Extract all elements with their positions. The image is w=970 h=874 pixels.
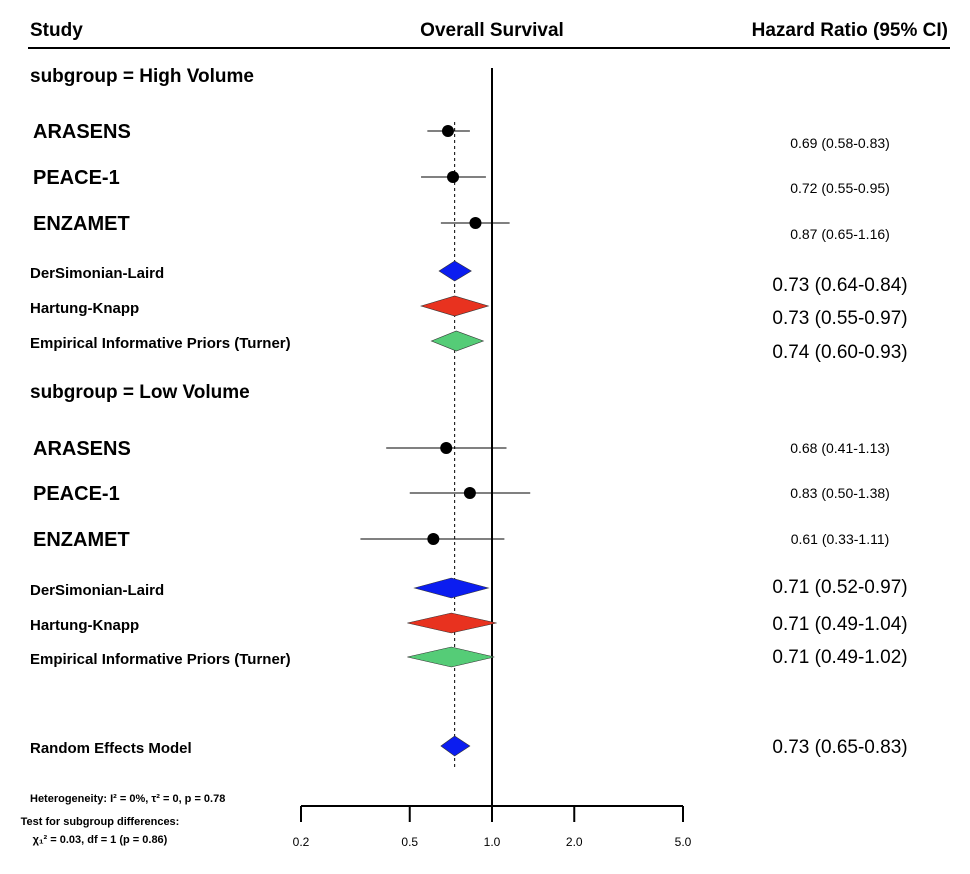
diamond-hartung-knapp bbox=[420, 295, 490, 317]
diamond-dersimonian-laird bbox=[413, 577, 490, 599]
subgroup-label-subgroup-high-volume: subgroup = High Volume bbox=[30, 66, 254, 87]
hr-text-peace-1: 0.72 (0.55-0.95) bbox=[790, 180, 890, 196]
x-tick-label: 2.0 bbox=[566, 835, 583, 849]
model-label-dersimonian-laird: DerSimonian-Laird bbox=[30, 582, 164, 599]
hr-text-dersimonian-laird: 0.73 (0.64-0.84) bbox=[772, 275, 907, 296]
point-estimate-arasens bbox=[441, 125, 454, 137]
hr-text-random-effects-model: 0.73 (0.65-0.83) bbox=[772, 737, 907, 758]
point-estimate-peace-1 bbox=[447, 171, 460, 183]
study-label-peace-1: PEACE-1 bbox=[33, 483, 120, 505]
overall-label-random-effects-model: Random Effects Model bbox=[30, 740, 192, 757]
model-label-empirical-informative-priors-turner: Empirical Informative Priors (Turner) bbox=[30, 335, 291, 352]
hr-text-arasens: 0.69 (0.58-0.83) bbox=[790, 135, 890, 151]
study-label-peace-1: PEACE-1 bbox=[33, 167, 120, 189]
subgroup-label-subgroup-low-volume: subgroup = Low Volume bbox=[30, 382, 250, 403]
point-estimate-enzamet bbox=[427, 533, 440, 545]
model-label-hartung-knapp: Hartung-Knapp bbox=[30, 617, 139, 634]
rows-layer: subgroup = High Volume ARASENS 0.69 (0.58-… bbox=[30, 66, 908, 808]
model-label-hartung-knapp: Hartung-Knapp bbox=[30, 300, 139, 317]
diamond-random-effects-model bbox=[440, 735, 471, 757]
model-label-dersimonian-laird: DerSimonian-Laird bbox=[30, 265, 164, 282]
study-label-enzamet: ENZAMET bbox=[33, 213, 130, 235]
study-label-arasens: ARASENS bbox=[33, 438, 131, 460]
diamond-dersimonian-laird bbox=[438, 260, 472, 282]
hr-text-hartung-knapp: 0.71 (0.49-1.04) bbox=[772, 614, 907, 635]
point-estimate-peace-1 bbox=[463, 487, 476, 499]
x-tick-label: 5.0 bbox=[675, 835, 692, 849]
hr-text-hartung-knapp: 0.73 (0.55-0.97) bbox=[772, 308, 907, 329]
subgroup-test-title: Test for subgroup differences: bbox=[21, 816, 180, 828]
x-tick-label: 1.0 bbox=[484, 835, 501, 849]
study-label-arasens: ARASENS bbox=[33, 121, 131, 143]
hr-text-enzamet: 0.87 (0.65-1.16) bbox=[790, 226, 890, 242]
hr-text-empirical-informative-priors-turner: 0.71 (0.49-1.02) bbox=[772, 647, 907, 668]
hr-text-arasens: 0.68 (0.41-1.13) bbox=[790, 440, 890, 456]
point-estimate-enzamet bbox=[469, 217, 482, 229]
hr-text-empirical-informative-priors-turner: 0.74 (0.60-0.93) bbox=[772, 342, 907, 363]
heterogeneity-text: Heterogeneity: I² = 0%, τ² = 0, p = 0.78 bbox=[30, 793, 225, 805]
diamond-hartung-knapp bbox=[407, 612, 497, 634]
diamond-empirical-informative-priors-turner bbox=[430, 330, 485, 352]
x-axis: 0.2 0.5 1.0 2.0 5.0 bbox=[293, 805, 692, 849]
x-tick-label: 0.5 bbox=[401, 835, 418, 849]
model-label-empirical-informative-priors-turner: Empirical Informative Priors (Turner) bbox=[30, 651, 291, 668]
header-study: Study bbox=[30, 20, 83, 41]
header-hazard-ratio: Hazard Ratio (95% CI) bbox=[752, 20, 948, 41]
point-estimate-arasens bbox=[440, 442, 453, 454]
diamond-empirical-informative-priors-turner bbox=[407, 646, 495, 668]
hr-text-peace-1: 0.83 (0.50-1.38) bbox=[790, 485, 890, 501]
subgroup-test-value: χ₁² = 0.03, df = 1 (p = 0.86) bbox=[33, 834, 168, 846]
hr-text-dersimonian-laird: 0.71 (0.52-0.97) bbox=[772, 577, 907, 598]
study-label-enzamet: ENZAMET bbox=[33, 529, 130, 551]
x-tick-label: 0.2 bbox=[293, 835, 310, 849]
header-overall-survival: Overall Survival bbox=[420, 20, 564, 41]
hr-text-enzamet: 0.61 (0.33-1.11) bbox=[791, 531, 890, 547]
